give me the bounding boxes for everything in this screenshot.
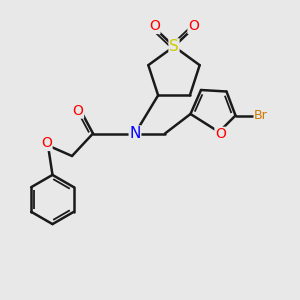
Text: O: O: [215, 128, 226, 141]
Text: O: O: [188, 20, 199, 33]
Text: O: O: [41, 136, 52, 150]
Text: S: S: [169, 39, 179, 54]
Text: O: O: [73, 104, 83, 118]
Text: Br: Br: [254, 109, 268, 122]
Text: N: N: [129, 126, 141, 141]
Text: O: O: [149, 20, 160, 33]
